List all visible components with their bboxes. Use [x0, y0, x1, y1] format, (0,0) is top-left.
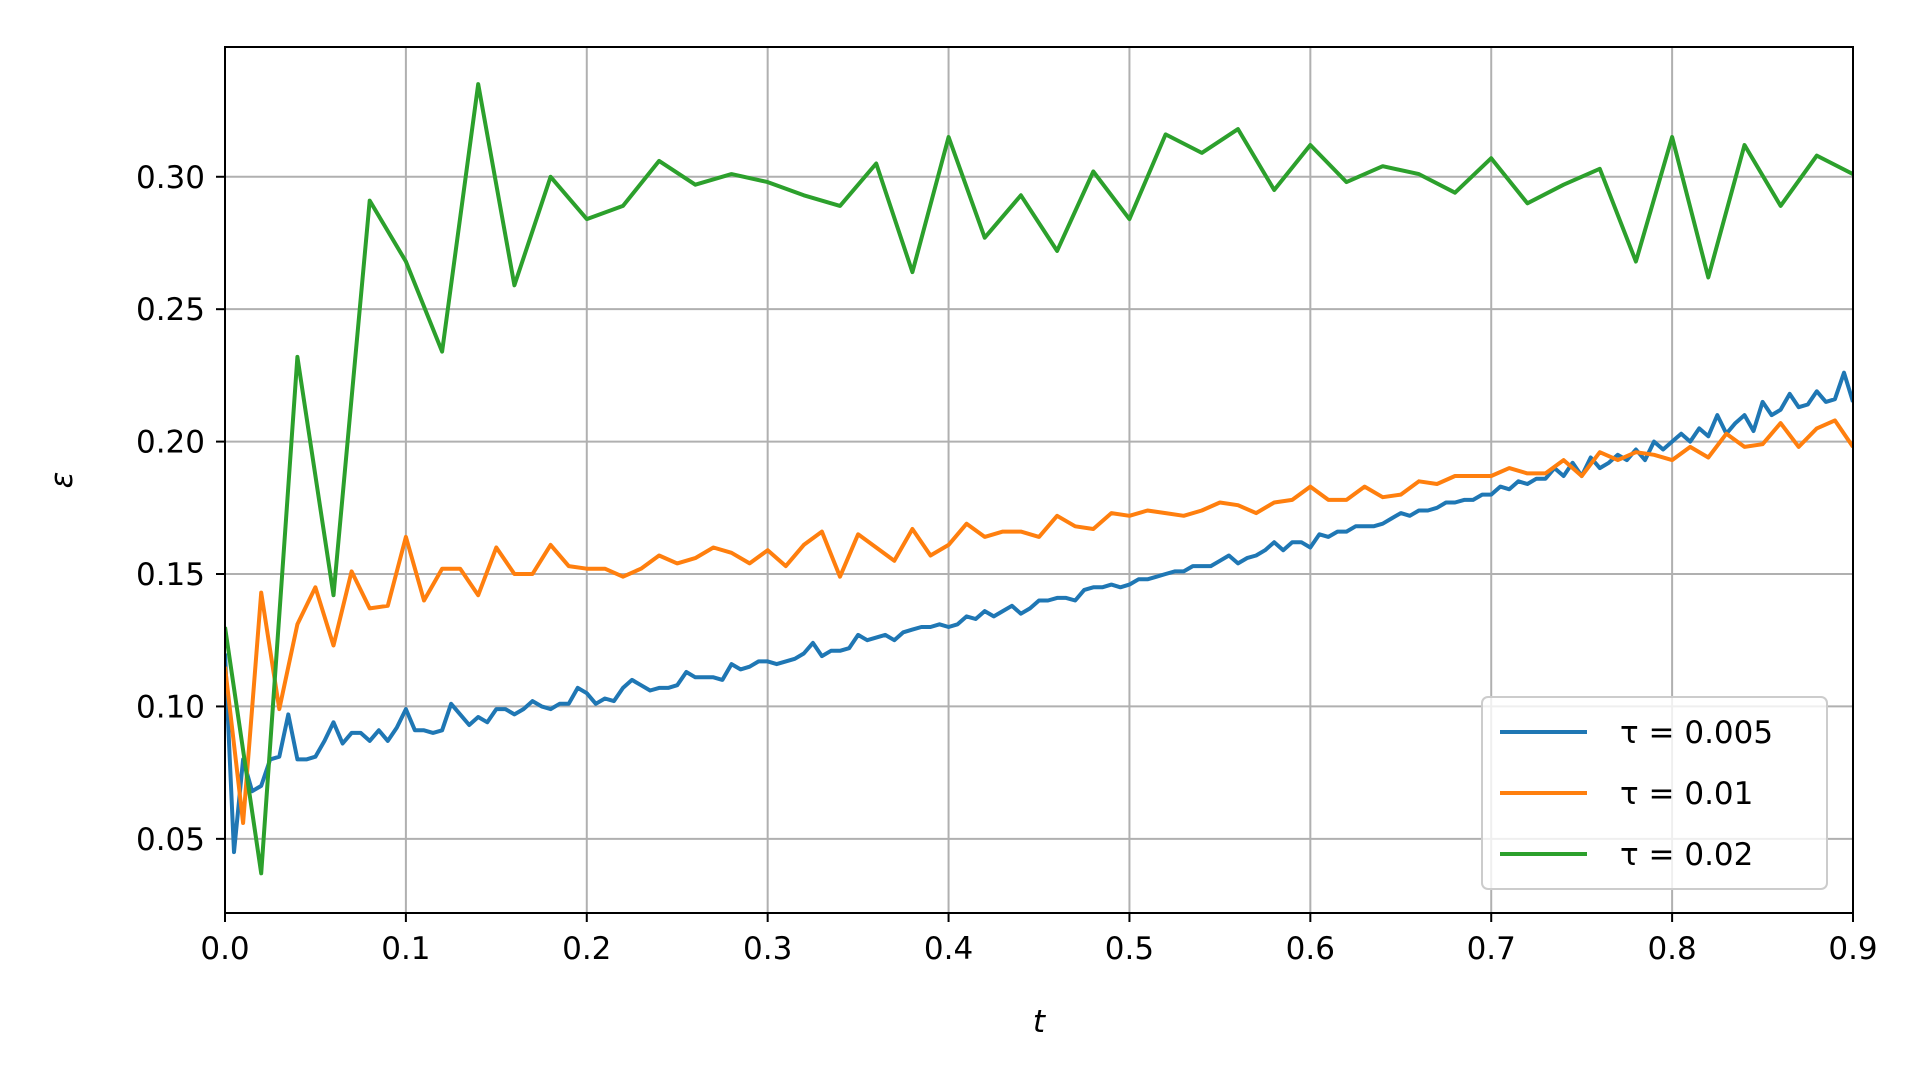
grid-lines — [224, 47, 1854, 913]
x-tick-label: 0.7 — [1467, 931, 1516, 967]
axis-ticks: 0.0 0.1 0.2 0.3 0.4 0.5 0.6 0.7 0.8 0.9 0.05 0.10 0.… — [136, 160, 1878, 967]
y-tick-label: 0.20 — [136, 425, 205, 461]
y-tick-label: 0.25 — [136, 292, 205, 328]
x-tick-label: 0.1 — [381, 931, 430, 967]
y-tick-label: 0.05 — [136, 822, 205, 858]
y-tick-label: 0.15 — [136, 557, 205, 593]
plot-area-frame — [224, 46, 1854, 914]
series-line-2 — [225, 82, 1853, 876]
x-tick-label: 0.2 — [562, 931, 611, 967]
x-tick-label: 0.9 — [1828, 931, 1877, 967]
x-axis-label: t — [1033, 1004, 1047, 1040]
y-tick-label: 0.30 — [136, 160, 205, 196]
x-tick-label: 0.5 — [1105, 931, 1154, 967]
x-tick-label: 0.3 — [743, 931, 792, 967]
legend-label-1: τ = 0.01 — [1620, 776, 1753, 812]
legend-box — [1481, 696, 1828, 890]
legend-label-0: τ = 0.005 — [1620, 715, 1773, 751]
y-axis-label: ε — [44, 472, 80, 489]
x-tick-label: 0.4 — [924, 931, 973, 967]
x-tick-label: 0.8 — [1647, 931, 1696, 967]
series-line-1 — [225, 418, 1853, 825]
x-tick-label: 0.6 — [1286, 931, 1335, 967]
legend: τ = 0.005 τ = 0.01 τ = 0.02 — [1481, 696, 1828, 890]
legend-label-2: τ = 0.02 — [1620, 837, 1753, 873]
y-tick-label: 0.10 — [136, 689, 205, 725]
x-tick-label: 0.0 — [200, 931, 249, 967]
series-lines — [225, 82, 1853, 876]
